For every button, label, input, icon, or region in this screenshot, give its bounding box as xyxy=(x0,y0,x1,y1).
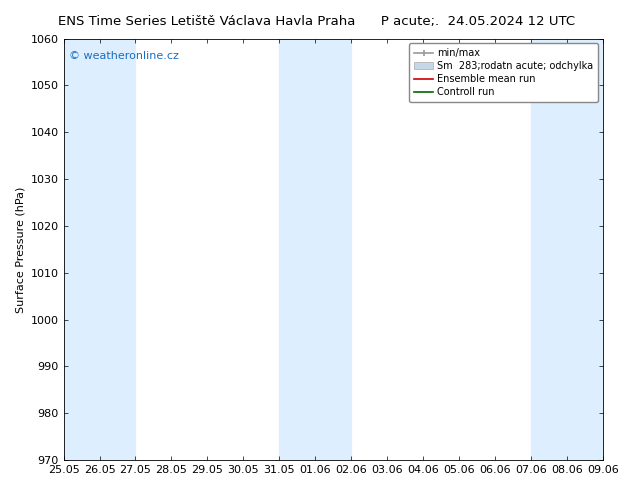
Text: © weatheronline.cz: © weatheronline.cz xyxy=(69,51,179,61)
Bar xyxy=(63,39,100,460)
Bar xyxy=(280,39,315,460)
Y-axis label: Surface Pressure (hPa): Surface Pressure (hPa) xyxy=(15,186,25,313)
Bar xyxy=(100,39,136,460)
Bar xyxy=(567,39,603,460)
Bar xyxy=(315,39,351,460)
Legend: min/max, Sm  283;rodatn acute; odchylka, Ensemble mean run, Controll run: min/max, Sm 283;rodatn acute; odchylka, … xyxy=(409,44,598,102)
Text: ENS Time Series Letiště Václava Havla Praha      P acute;.  24.05.2024 12 UTC: ENS Time Series Letiště Václava Havla Pr… xyxy=(58,15,576,28)
Bar xyxy=(531,39,567,460)
